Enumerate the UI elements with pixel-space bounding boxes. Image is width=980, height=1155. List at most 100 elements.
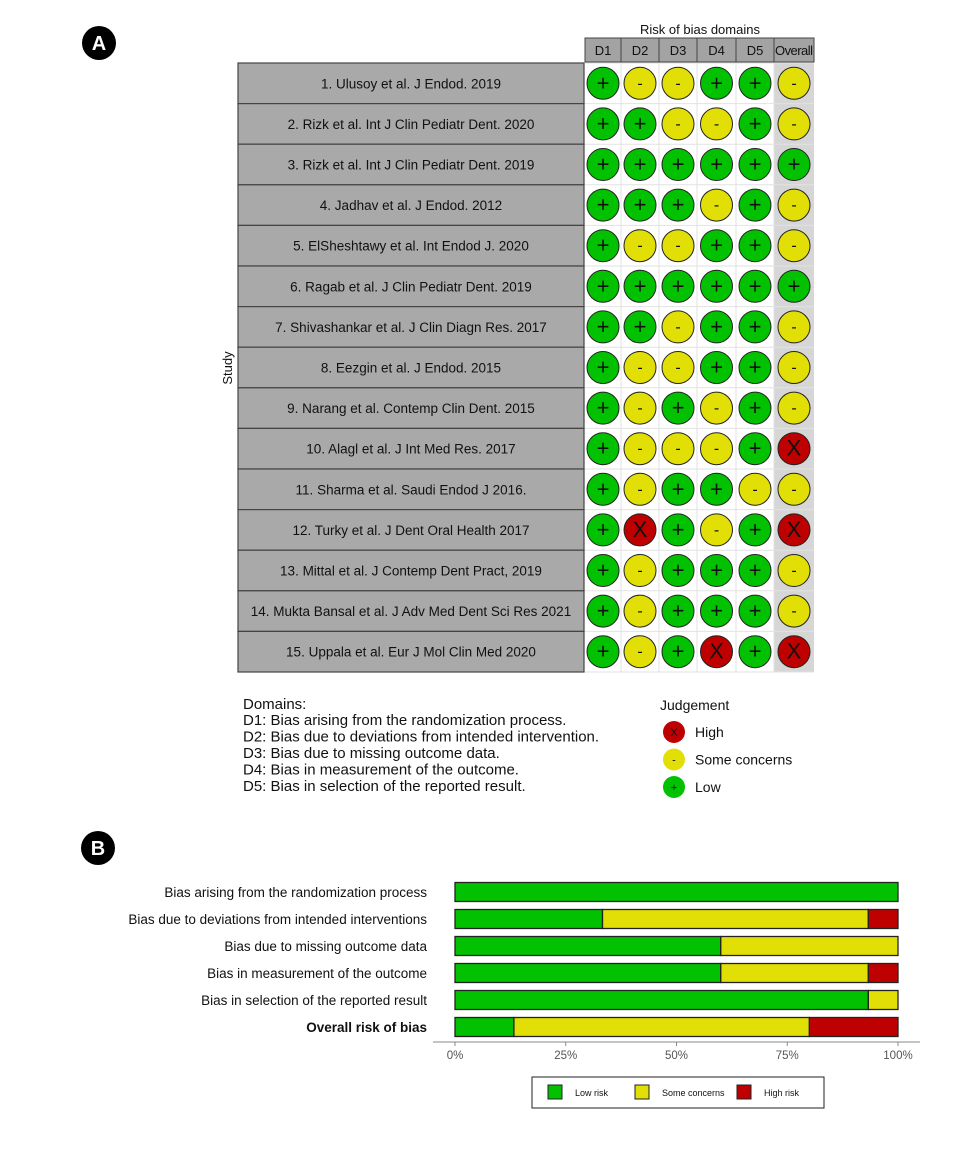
judgement-some-mark xyxy=(777,351,811,384)
judgement-some-mark xyxy=(777,554,811,587)
judgement-symbol: + xyxy=(597,192,610,217)
column-header-overall: Overall xyxy=(775,43,813,58)
legend-symbol: + xyxy=(671,782,677,794)
bar-segment-some xyxy=(513,1016,811,1038)
bar-segment-high xyxy=(867,962,899,984)
judgement-some-mark xyxy=(700,513,733,547)
judgement-symbol: - xyxy=(637,603,642,620)
judgement-some-mark xyxy=(623,351,657,384)
judgement-symbol: - xyxy=(714,400,719,417)
judgement-symbol: - xyxy=(791,481,796,498)
judgement-symbol: + xyxy=(597,273,610,298)
judgement-symbol: + xyxy=(710,355,723,380)
legend-symbol: - xyxy=(672,755,676,767)
judgement-some-mark xyxy=(700,107,733,141)
judgement-symbol: + xyxy=(597,598,610,623)
judgement-symbol: X xyxy=(633,517,648,542)
judgement-symbol: X xyxy=(787,436,802,461)
panel-label: A xyxy=(92,33,106,55)
study-cell xyxy=(237,224,585,267)
study-cell xyxy=(237,102,585,145)
judgement-low-mark xyxy=(738,188,772,222)
judgement-symbol: + xyxy=(634,273,647,298)
category-label: Bias in measurement of the outcome xyxy=(207,966,427,981)
judgement-symbol: - xyxy=(791,197,796,214)
judgement-low-mark xyxy=(586,351,620,384)
judgement-some-mark xyxy=(777,229,811,263)
judgement-symbol: + xyxy=(597,517,610,542)
judgement-symbol: - xyxy=(637,400,642,417)
panel-label-badge xyxy=(81,831,115,865)
judgement-symbol: + xyxy=(749,314,762,339)
column-header-d4: D4 xyxy=(708,43,725,58)
judgement-symbol: - xyxy=(714,522,719,539)
study-cell xyxy=(237,427,585,470)
judgement-high-mark xyxy=(623,513,657,547)
bar-segment-some xyxy=(601,908,869,930)
domains-header: Risk of bias domains xyxy=(640,22,760,37)
judgement-symbol: + xyxy=(597,314,610,339)
study-cell xyxy=(237,346,585,389)
judgement-symbol: + xyxy=(597,111,610,136)
bar-segment-low xyxy=(454,881,899,903)
judgement-symbol: + xyxy=(749,598,762,623)
x-tick-label: 25% xyxy=(554,1050,577,1062)
judgement-low-mark xyxy=(738,107,772,141)
judgement-low-mark xyxy=(738,391,772,425)
judgement-symbol: - xyxy=(791,360,796,377)
judgement-symbol: + xyxy=(710,558,723,583)
legend-symbol: X xyxy=(670,727,678,739)
study-label: 4. Jadhav et al. J Endod. 2012 xyxy=(320,198,502,213)
judgement-symbol: + xyxy=(749,152,762,177)
study-label: 15. Uppala et al. Eur J Mol Clin Med 202… xyxy=(286,645,536,660)
legend-some-mark xyxy=(663,748,685,771)
judgement-symbol: + xyxy=(672,639,685,664)
judgement-symbol: + xyxy=(788,152,801,177)
summary-legend-box xyxy=(531,1076,825,1109)
study-cell xyxy=(237,590,585,632)
judgement-symbol: + xyxy=(634,314,647,339)
judgement-low-mark xyxy=(623,107,657,141)
study-cell xyxy=(237,387,585,429)
judgement-symbol: - xyxy=(791,75,796,92)
judgement-symbol: + xyxy=(710,598,723,623)
judgement-symbol: + xyxy=(710,273,723,298)
judgement-symbol: - xyxy=(791,319,796,336)
judgement-symbol: X xyxy=(787,639,802,664)
study-cell xyxy=(237,184,585,227)
judgement-low-mark xyxy=(777,148,811,181)
judgement-symbol: + xyxy=(672,273,685,298)
judgement-symbol: - xyxy=(637,481,642,498)
summary-legend-swatch-high xyxy=(736,1084,752,1100)
judgement-some-mark xyxy=(661,351,695,384)
judgement-symbol: + xyxy=(672,598,685,623)
judgement-some-mark xyxy=(661,107,695,141)
judgement-low-mark xyxy=(586,107,620,141)
judgement-symbol: + xyxy=(749,273,762,298)
judgement-some-mark xyxy=(623,472,657,506)
judgement-low-mark xyxy=(700,472,733,506)
legend-low-mark xyxy=(663,776,685,798)
judgement-low-mark xyxy=(700,351,733,384)
bar-segment-high xyxy=(867,908,899,930)
judgement-symbol: X xyxy=(787,517,802,542)
judgement-low-mark xyxy=(738,513,772,547)
bar-segment-low xyxy=(454,908,604,930)
judgement-low-mark xyxy=(586,554,620,587)
study-label: 7. Shivashankar et al. J Clin Diagn Res.… xyxy=(275,320,547,335)
judgement-low-mark xyxy=(661,513,695,547)
judgement-symbol: + xyxy=(672,476,685,501)
bar-segment-some xyxy=(720,935,899,957)
study-label: 6. Ragab et al. J Clin Pediatr Dent. 201… xyxy=(290,279,532,294)
judgement-some-mark xyxy=(661,432,695,466)
bar-segment-low xyxy=(454,1016,515,1038)
judgement-some-mark xyxy=(700,391,733,425)
study-cell xyxy=(237,62,585,105)
judgement-some-mark xyxy=(777,594,811,628)
judgement-symbol: + xyxy=(597,70,610,95)
judgement-high-mark xyxy=(777,432,811,466)
judgement-symbol: + xyxy=(710,314,723,339)
judgement-low-mark xyxy=(738,432,772,466)
judgement-symbol: - xyxy=(675,360,680,377)
